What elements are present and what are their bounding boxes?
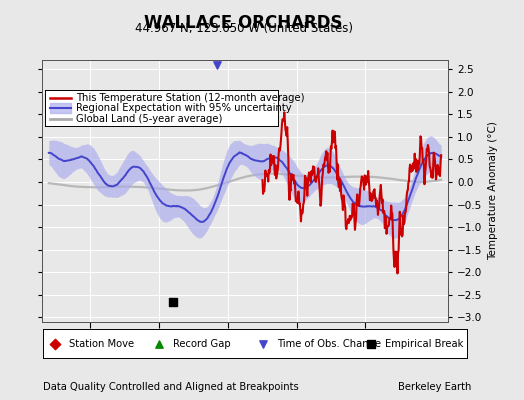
Text: Global Land (5-year average): Global Land (5-year average) (76, 114, 222, 124)
Text: Station Move: Station Move (69, 338, 135, 348)
Text: Regional Expectation with 95% uncertainty: Regional Expectation with 95% uncertaint… (76, 103, 292, 113)
Text: Time of Obs. Change: Time of Obs. Change (277, 338, 381, 348)
Point (367, 340, 375, 347)
Text: Berkeley Earth: Berkeley Earth (398, 382, 472, 392)
Point (51, 340, 59, 347)
Y-axis label: Temperature Anomaly (°C): Temperature Anomaly (°C) (488, 122, 498, 260)
Text: Empirical Break: Empirical Break (386, 338, 464, 348)
Text: Data Quality Controlled and Aligned at Breakpoints: Data Quality Controlled and Aligned at B… (43, 382, 299, 392)
Point (259, 340, 267, 347)
Point (169, 298, 177, 305)
Point (155, 340, 163, 347)
Text: 44.967 N, 123.050 W (United States): 44.967 N, 123.050 W (United States) (135, 22, 353, 35)
Text: This Temperature Station (12-month average): This Temperature Station (12-month avera… (76, 93, 304, 103)
Text: WALLACE ORCHARDS: WALLACE ORCHARDS (145, 14, 343, 32)
Text: Record Gap: Record Gap (173, 338, 231, 348)
Point (213, 62, 222, 69)
